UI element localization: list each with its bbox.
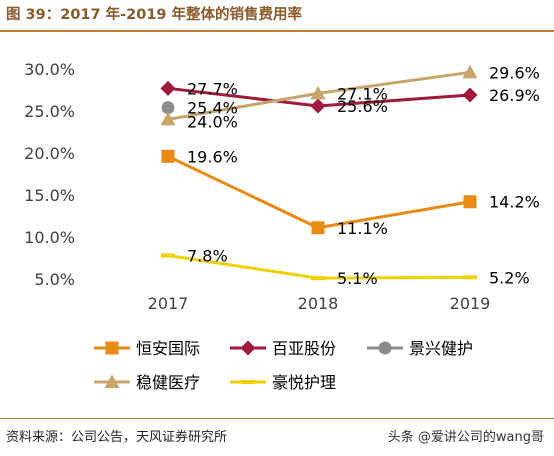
data-label: 11.1% [337,219,388,238]
legend-label: 景兴健护 [409,339,473,358]
data-label: 5.2% [489,268,530,287]
y-tick-label: 10.0% [24,228,75,247]
y-tick-label: 20.0% [24,144,75,163]
data-point-marker [463,195,477,209]
series-2 [161,101,175,115]
data-point-marker [160,111,176,126]
series-line [167,155,471,230]
legend-item: 景兴健护 [367,339,473,358]
data-point-marker [160,80,176,96]
legend-label: 豪悦护理 [272,373,336,392]
data-point-marker [463,275,477,280]
data-label: 5.1% [337,269,378,288]
data-point-marker [311,221,325,235]
legend-item: 豪悦护理 [230,373,336,392]
line-chart: 5.0% 10.0% 15.0% 20.0% 25.0% 30.0% 2017 2018 201… [24,60,540,392]
y-tick-label: 15.0% [24,186,75,205]
data-point-marker [462,87,478,103]
legend-marker [104,374,120,388]
legend-label: 恒安国际 [136,339,200,358]
legend-label: 百亚股份 [272,339,336,358]
series-4 [161,253,477,281]
series-0 [161,149,477,235]
data-point-marker [310,85,326,100]
series-3 [160,64,478,126]
data-label: 25.4% [187,99,238,118]
x-tick-label: 2019 [450,294,491,313]
data-label: 19.6% [187,147,238,166]
data-label: 7.8% [187,246,228,265]
data-point-marker [310,98,326,114]
source-note: 资料来源：公司公告，天风证券研究所 [6,430,228,445]
data-point-marker [161,253,175,258]
x-tick-label: 2018 [298,294,339,313]
chart-title: 图 39：2017 年-2019 年整体的销售费用率 [6,7,303,23]
watermark: 头条 @爱讲公司的wang哥 [387,430,544,445]
y-tick-label: 25.0% [24,102,75,121]
data-label: 27.7% [187,79,238,98]
x-tick-label: 2017 [148,294,189,313]
data-label: 29.6% [489,63,540,82]
legend-item: 百亚股份 [230,339,336,358]
data-label: 26.9% [489,86,540,105]
data-label: 24.0% [187,112,238,131]
footer-divider [0,418,554,419]
legend-marker [240,340,256,356]
y-tick-label: 30.0% [24,60,75,79]
data-label: 25.6% [337,97,388,116]
legend-marker [241,380,255,384]
data-point-marker [161,149,175,163]
data-point-marker [161,101,175,115]
y-tick-label: 5.0% [34,270,75,289]
legend-item: 稳健医疗 [94,373,200,392]
series-1 [160,80,478,114]
legend-label: 稳健医疗 [136,373,200,392]
data-point-marker [311,276,325,281]
legend-marker [378,341,392,355]
legend-item: 恒安国际 [94,339,200,358]
legend-marker [105,341,119,355]
data-label: 14.2% [489,193,540,212]
data-label: 27.1% [337,84,388,103]
data-point-marker [462,64,478,79]
title-divider [0,30,554,32]
